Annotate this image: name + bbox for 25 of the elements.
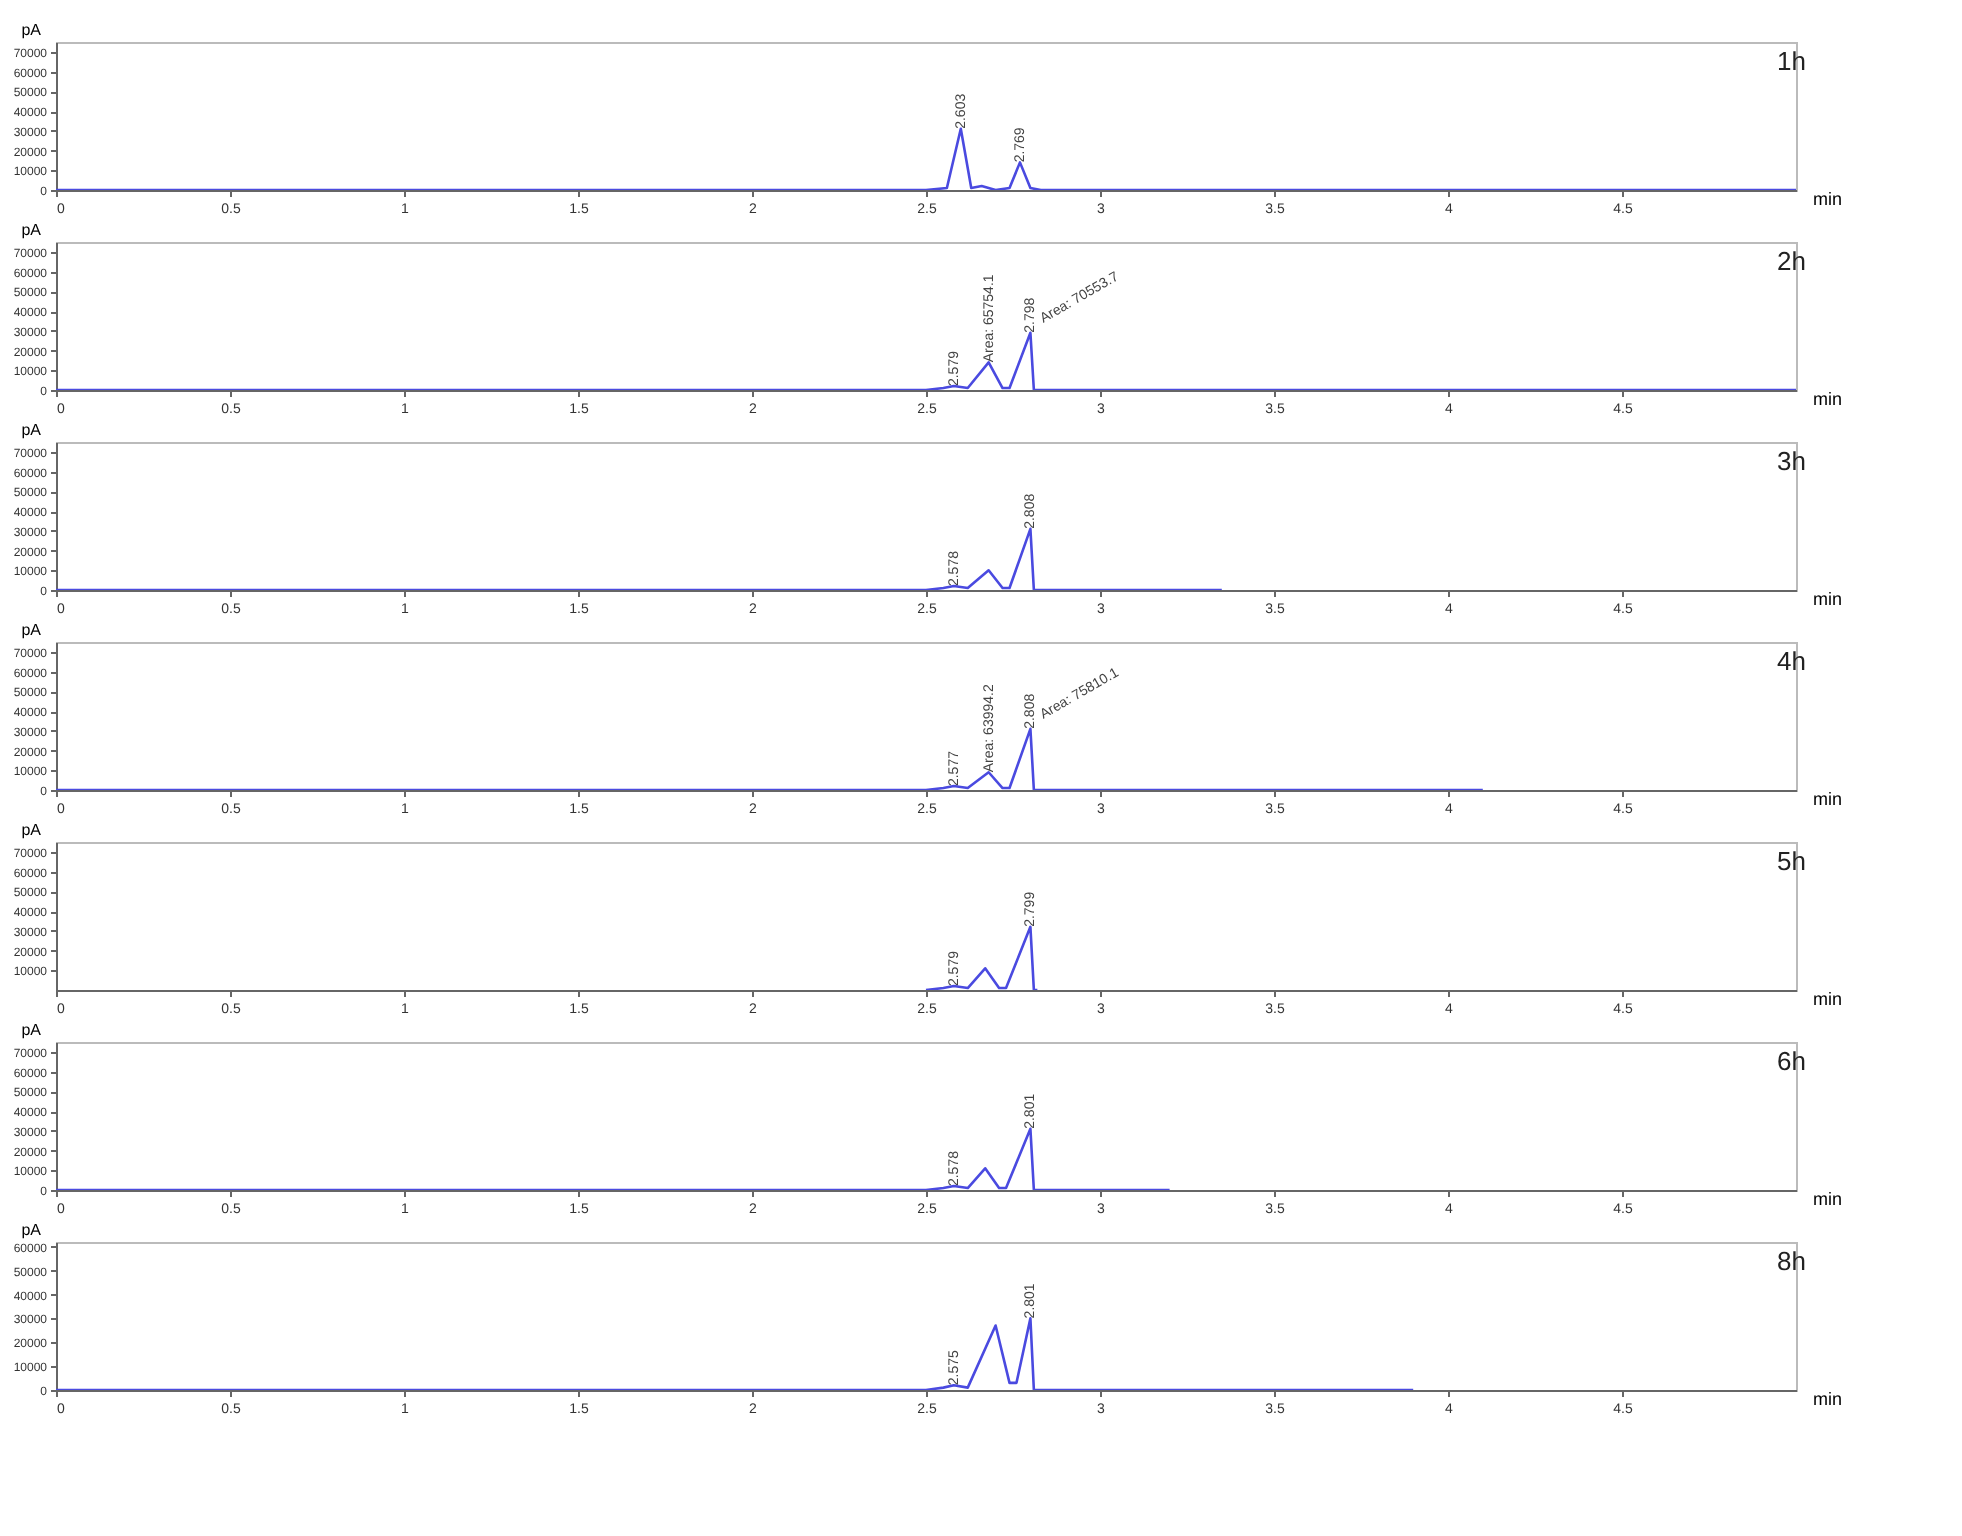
x-axis-title: min: [1813, 1389, 1843, 1409]
y-axis-title: pA: [21, 1021, 43, 1039]
y-axis-title: pA: [21, 821, 43, 839]
x-axis-title: min: [1813, 389, 1843, 409]
y-axis-title: pA: [21, 21, 43, 39]
chart-title: 1h: [1777, 46, 1806, 76]
y-axis-title: pA: [21, 421, 43, 439]
chart-title: 3h: [1777, 446, 1806, 476]
chart-title: 8h: [1777, 1246, 1806, 1276]
line-series: [56, 527, 1224, 590]
x-axis-title: min: [1813, 1189, 1843, 1209]
line-series: [56, 1127, 1171, 1190]
x-axis-title: min: [1813, 789, 1843, 809]
x-axis-title: min: [1813, 189, 1843, 209]
y-axis-title: pA: [21, 1221, 43, 1239]
line-series: [56, 1317, 1415, 1390]
chart-title: 4h: [1777, 646, 1806, 676]
y-axis-title: pA: [21, 621, 43, 639]
x-axis-title: min: [1813, 989, 1843, 1009]
chart-title: 5h: [1777, 846, 1806, 876]
chart-title: 2h: [1777, 246, 1806, 276]
x-axis-title: min: [1813, 589, 1843, 609]
line-series: [924, 925, 1039, 990]
chart-title: 6h: [1777, 1046, 1806, 1076]
y-axis-title: pA: [21, 221, 43, 239]
